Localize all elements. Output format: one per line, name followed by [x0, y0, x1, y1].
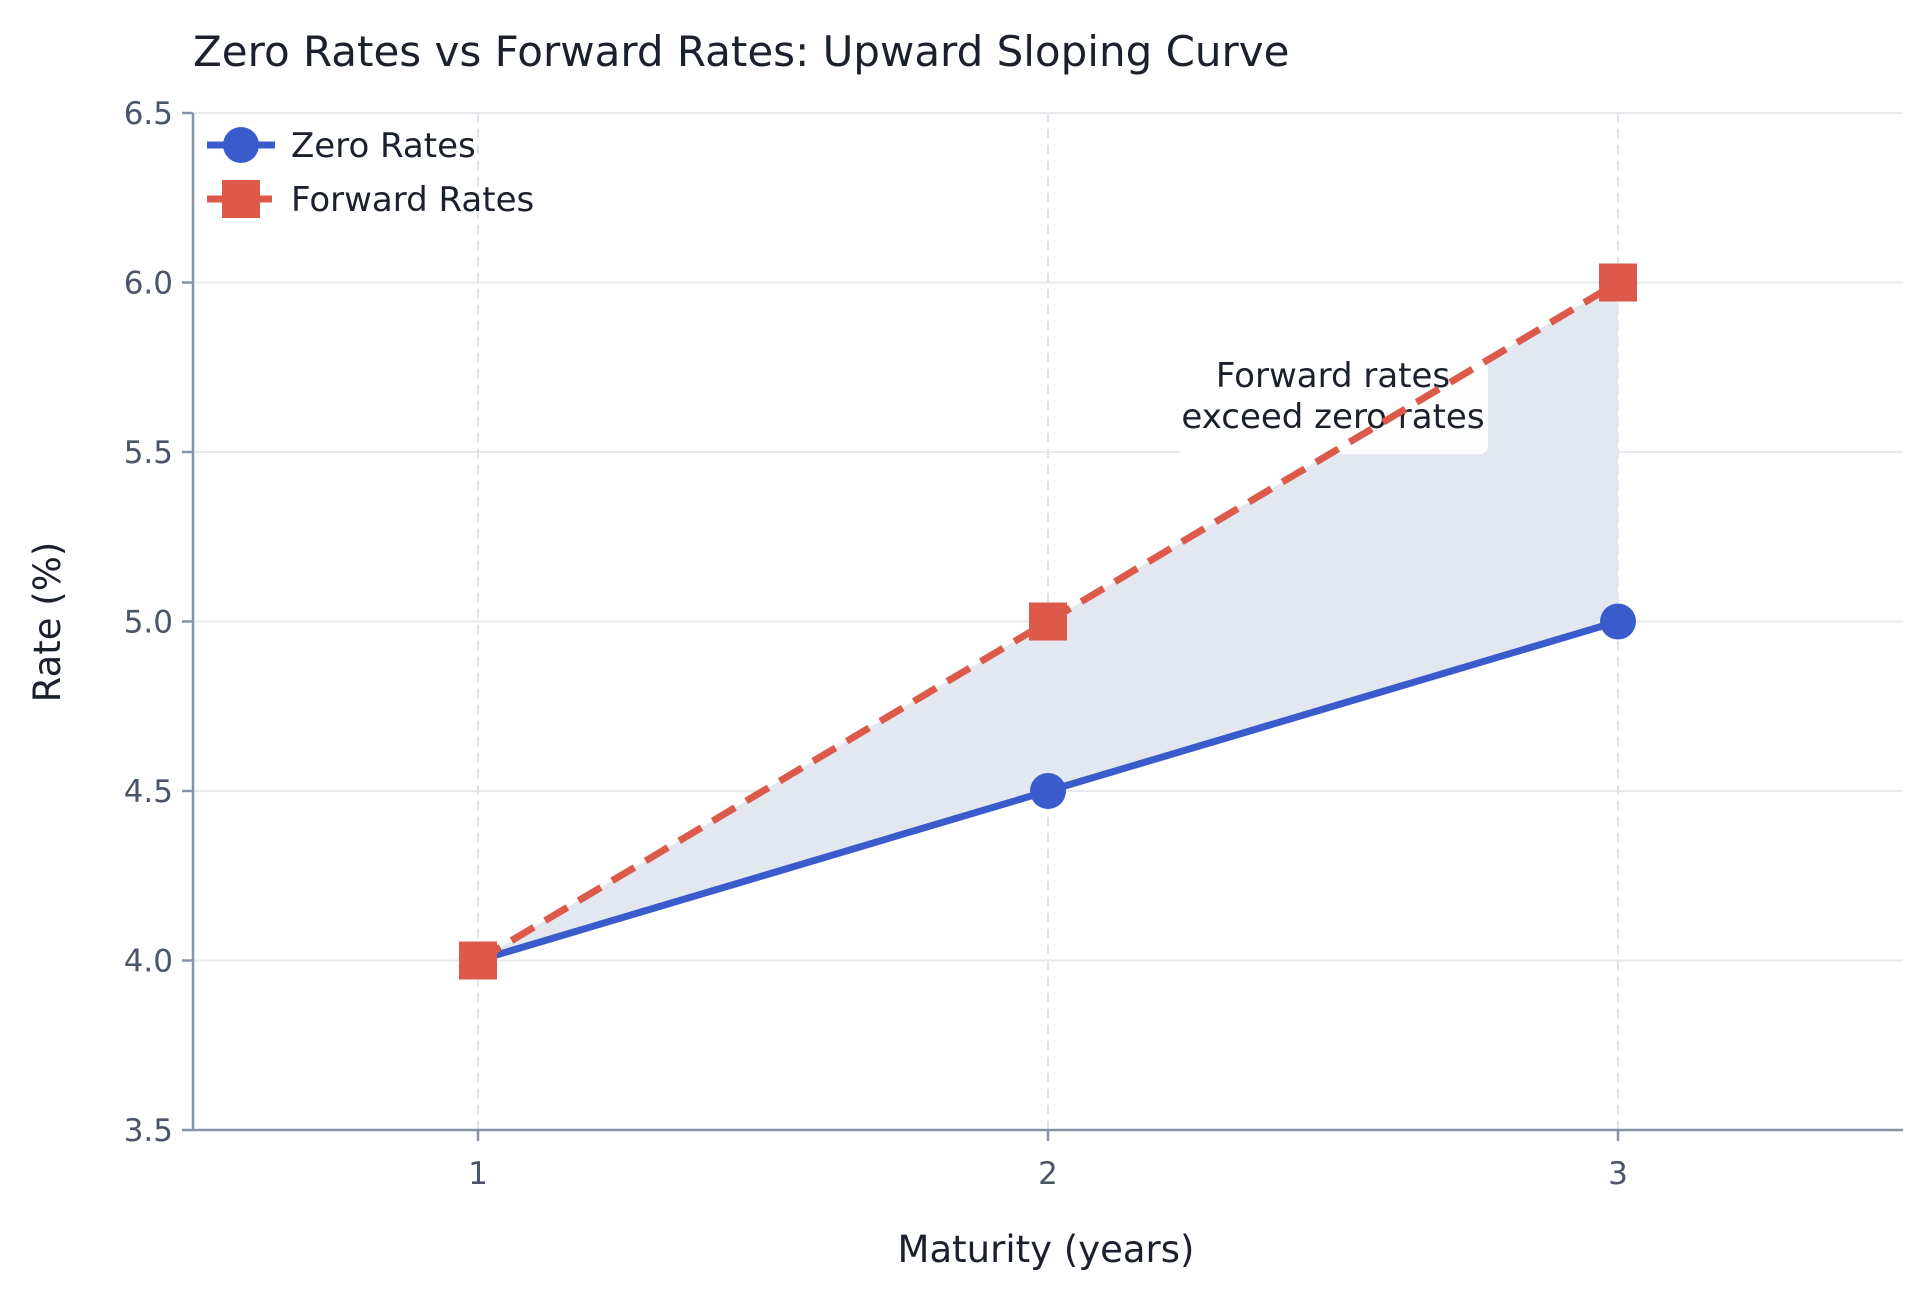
y-tick-label: 4.5 [124, 774, 173, 810]
y-axis-title: Rate (%) [26, 542, 69, 703]
legend-label: Forward Rates [291, 180, 534, 220]
x-axis-title: Maturity (years) [898, 1228, 1195, 1271]
annotation-text: exceed zero rates [1181, 397, 1484, 437]
y-tick-label: 3.5 [124, 1113, 173, 1149]
x-tick-label: 2 [1038, 1156, 1058, 1192]
y-tick-label: 6.0 [124, 266, 173, 302]
chart-title: Zero Rates vs Forward Rates: Upward Slop… [193, 27, 1290, 76]
legend-marker-square [222, 180, 260, 218]
y-tick-label: 5.5 [124, 435, 173, 471]
forward-rate-point [1029, 602, 1067, 641]
y-tick-label: 5.0 [124, 605, 173, 641]
legend-label: Zero Rates [291, 126, 476, 166]
annotation-text: Forward rates [1216, 356, 1450, 396]
zero-rate-point [1030, 773, 1066, 809]
zero-rate-point [1600, 603, 1636, 640]
y-tick-label: 6.5 [124, 96, 173, 132]
x-tick-label: 1 [468, 1156, 488, 1192]
plot-area: 3.5 4.0 4.5 5.0 5.5 6.0 6.5 1 2 3 Forward ratesexc… [124, 96, 1903, 1192]
forward-rate-point [459, 941, 497, 980]
y-tick-label: 4.0 [124, 944, 173, 980]
legend-marker-circle [223, 127, 259, 163]
forward-rate-point [1599, 263, 1637, 302]
annotation-box [1178, 342, 1488, 455]
x-tick-label: 3 [1608, 1156, 1628, 1192]
